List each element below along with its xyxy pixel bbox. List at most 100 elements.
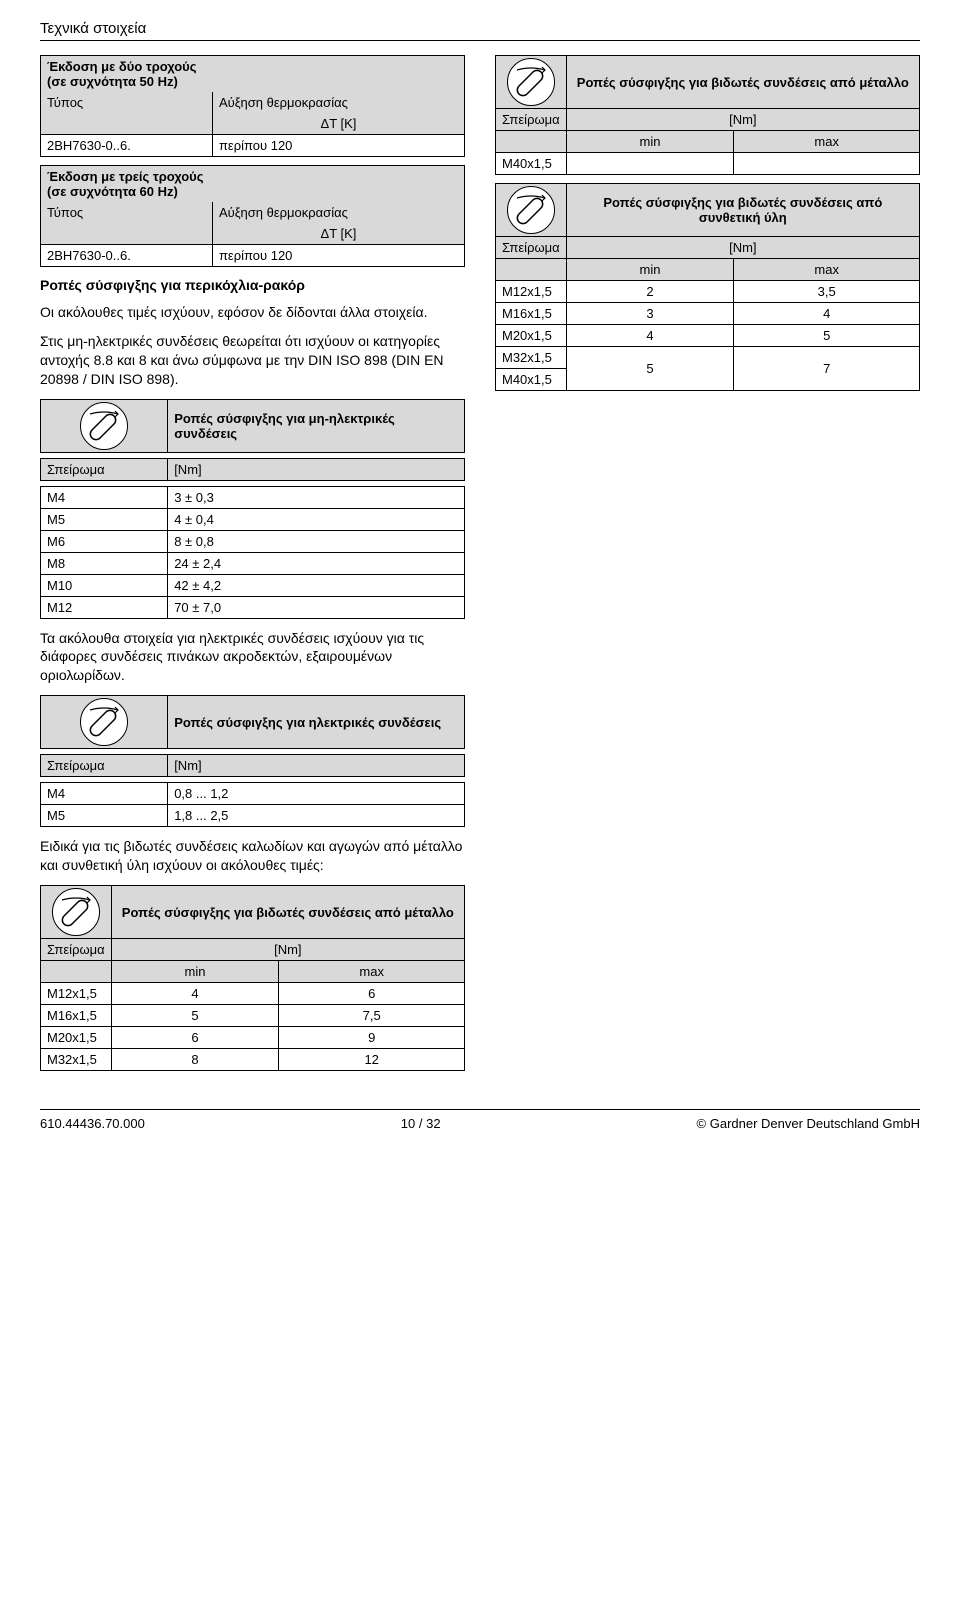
table-cell: M16x1,5	[41, 1005, 112, 1027]
table-cell: 24 ± 2,4	[168, 552, 465, 574]
table-cell: M20x1,5	[496, 325, 567, 347]
t5-title: Ροπές σύσφιγξης για βιδωτές συνδέσεις απ…	[122, 905, 454, 920]
table-cell: M20x1,5	[41, 1027, 112, 1049]
page-footer: 610.44436.70.000 10 / 32 © Gardner Denve…	[40, 1109, 920, 1131]
table-cell: 6	[279, 983, 465, 1005]
left-column: Έκδοση με δύο τροχούς (σε συχνότητα 50 H…	[40, 55, 465, 1079]
two-column-layout: Έκδοση με δύο τροχούς (σε συχνότητα 50 H…	[40, 55, 920, 1079]
wrench-icon	[507, 58, 555, 106]
thread-label: Σπείρωμα	[41, 458, 168, 480]
min-label: min	[111, 961, 279, 983]
table-cell: 70 ± 7,0	[168, 596, 465, 618]
table-cell: 3	[566, 303, 734, 325]
table-metal-screw-cont: Ροπές σύσφιγξης για βιδωτές συνδέσεις απ…	[495, 55, 920, 175]
t5-body: M12x1,546M16x1,557,5M20x1,569M32x1,5812	[41, 983, 465, 1071]
table-cell: 4 ± 0,4	[168, 508, 465, 530]
sec1-title: Έκδοση με δύο τροχούς (σε συχνότητα 50 H…	[47, 59, 197, 89]
min-label: min	[566, 259, 734, 281]
table-electric-torque: Ροπές σύσφιγξης για ηλεκτρικές συνδέσεις…	[40, 695, 465, 827]
t7-title: Ροπές σύσφιγξης για βιδωτές συνδέσεις απ…	[603, 195, 882, 225]
footer-center: 10 / 32	[401, 1116, 441, 1131]
table-cell: 3,5	[734, 281, 920, 303]
t6-title: Ροπές σύσφιγξης για βιδωτές συνδέσεις απ…	[577, 75, 909, 90]
table-cell: M40x1,5	[496, 369, 567, 391]
table-cell: M32x1,5	[496, 347, 567, 369]
right-column: Ροπές σύσφιγξης για βιδωτές συνδέσεις απ…	[495, 55, 920, 1079]
table-cell: 3 ± 0,3	[168, 486, 465, 508]
table-cell: M4	[41, 783, 168, 805]
table-cell: 7	[734, 347, 920, 391]
page-title: Τεχνικά στοιχεία	[40, 20, 920, 37]
wrench-icon	[80, 698, 128, 746]
table-cell	[566, 153, 734, 175]
nm-label: [Nm]	[111, 939, 464, 961]
t3-title: Ροπές σύσφιγξης για μη-ηλεκτρικές συνδέσ…	[174, 411, 395, 441]
value-cell: περίπου 120	[212, 245, 464, 267]
table-two-wheels: Έκδοση με δύο τροχούς (σε συχνότητα 50 H…	[40, 55, 465, 157]
thread-label: Σπείρωμα	[41, 939, 112, 961]
table-cell: M16x1,5	[496, 303, 567, 325]
table-metal-screw-torque: Ροπές σύσφιγξης για βιδωτές συνδέσεις απ…	[40, 885, 465, 1071]
model-cell: 2BH7630-0..6.	[41, 135, 213, 157]
para4: Ειδικά για τις βιδωτές συνδέσεις καλωδίω…	[40, 837, 465, 875]
wrench-icon	[80, 402, 128, 450]
table-cell: 4	[111, 983, 279, 1005]
max-label: max	[279, 961, 465, 983]
table-synthetic-screw-torque: Ροπές σύσφιγξης για βιδωτές συνδέσεις απ…	[495, 183, 920, 391]
thread-label: Σπείρωμα	[496, 109, 567, 131]
t6-body: M40x1,5	[496, 153, 920, 175]
table-cell: 5	[566, 347, 734, 391]
sec2-title: Έκδοση με τρείς τροχούς (σε συχνότητα 60…	[47, 169, 204, 199]
increase-label: Αύξηση θερμοκρασίας	[212, 202, 464, 223]
nm-label: [Nm]	[566, 109, 919, 131]
table-cell: 6	[111, 1027, 279, 1049]
table-cell: 8	[111, 1049, 279, 1071]
table-cell: 12	[279, 1049, 465, 1071]
type-label: Τύπος	[41, 92, 213, 113]
increase-label: Αύξηση θερμοκρασίας	[212, 92, 464, 113]
table-cell: M32x1,5	[41, 1049, 112, 1071]
dt-label: ΔT [K]	[212, 223, 464, 245]
table-cell: 8 ± 0,8	[168, 530, 465, 552]
nm-label: [Nm]	[566, 237, 919, 259]
min-label: min	[566, 131, 734, 153]
max-label: max	[734, 131, 920, 153]
nm-label: [Nm]	[168, 458, 465, 480]
table-cell: M5	[41, 508, 168, 530]
table-cell: M40x1,5	[496, 153, 567, 175]
max-label: max	[734, 259, 920, 281]
t7-body: M12x1,523,5M16x1,534M20x1,545M32x1,557M4…	[496, 281, 920, 391]
type-label: Τύπος	[41, 202, 213, 223]
torque-heading: Ροπές σύσφιγξης για περικόχλια-ρακόρ	[40, 277, 465, 293]
table-cell: 42 ± 4,2	[168, 574, 465, 596]
para3: Τα ακόλουθα στοιχεία για ηλεκτρικές συνδ…	[40, 629, 465, 686]
footer-right: © Gardner Denver Deutschland GmbH	[697, 1116, 920, 1131]
table-three-wheels: Έκδοση με τρείς τροχούς (σε συχνότητα 60…	[40, 165, 465, 267]
table-cell: M6	[41, 530, 168, 552]
model-cell: 2BH7630-0..6.	[41, 245, 213, 267]
para1: Οι ακόλουθες τιμές ισχύουν, εφόσον δε δί…	[40, 303, 465, 322]
table-cell: M8	[41, 552, 168, 574]
t4-body: M40,8 ... 1,2M51,8 ... 2,5	[41, 783, 465, 827]
table-cell: 5	[111, 1005, 279, 1027]
table-cell: M12x1,5	[41, 983, 112, 1005]
nm-label: [Nm]	[168, 755, 465, 777]
para2: Στις μη-ηλεκτρικές συνδέσεις θεωρείται ό…	[40, 332, 465, 389]
title-rule	[40, 40, 920, 41]
table-cell: M12	[41, 596, 168, 618]
t3-body: M43 ± 0,3M54 ± 0,4M68 ± 0,8M824 ± 2,4M10…	[41, 486, 465, 618]
table-cell: M5	[41, 805, 168, 827]
table-non-electric-torque: Ροπές σύσφιγξης για μη-ηλεκτρικές συνδέσ…	[40, 399, 465, 619]
table-cell: M4	[41, 486, 168, 508]
table-cell: 5	[734, 325, 920, 347]
table-cell: M12x1,5	[496, 281, 567, 303]
wrench-icon	[52, 888, 100, 936]
table-cell: 7,5	[279, 1005, 465, 1027]
table-cell: 9	[279, 1027, 465, 1049]
thread-label: Σπείρωμα	[496, 237, 567, 259]
thread-label: Σπείρωμα	[41, 755, 168, 777]
value-cell: περίπου 120	[212, 135, 464, 157]
wrench-icon	[507, 186, 555, 234]
table-cell: 4	[734, 303, 920, 325]
table-cell: M10	[41, 574, 168, 596]
